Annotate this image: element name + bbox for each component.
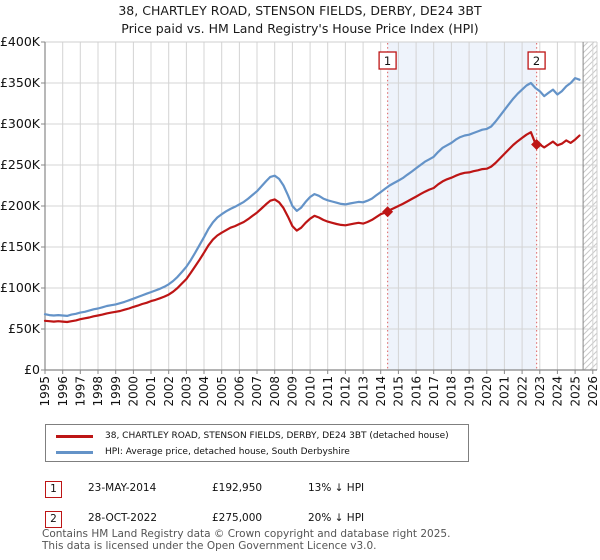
chart-legend: 38, CHARTLEY ROAD, STENSON FIELDS, DERBY… xyxy=(45,424,469,462)
x-tick-label: 1999 xyxy=(109,376,123,407)
x-tick-label: 2003 xyxy=(180,376,194,407)
sale-2-marker-diamond xyxy=(531,139,543,150)
x-tick-label: 2006 xyxy=(233,376,247,407)
x-tick-label: 2004 xyxy=(197,376,211,407)
x-tick-label: 2026 xyxy=(586,376,600,407)
x-tick-label: 2020 xyxy=(480,376,494,407)
x-tick-label: 1996 xyxy=(56,376,70,407)
x-tick-label: 2001 xyxy=(144,376,158,407)
x-tick-label: 2014 xyxy=(374,376,388,407)
y-tick-label: £0 xyxy=(24,362,40,377)
sale-2-vs-hpi: 20% ↓ HPI xyxy=(308,511,365,524)
x-tick-label: 2018 xyxy=(445,376,459,407)
x-tick-label: 2017 xyxy=(427,376,441,407)
x-tick-label: 2005 xyxy=(215,376,229,407)
x-tick-label: 2012 xyxy=(339,376,353,407)
x-tick-label: 1997 xyxy=(74,376,88,407)
chart-subtitle: Price paid vs. HM Land Registry's House … xyxy=(121,21,479,36)
x-tick-label: 2022 xyxy=(515,376,529,407)
sale-1-flag-box xyxy=(378,51,397,70)
legend-label-property: 38, CHARTLEY ROAD, STENSON FIELDS, DERBY… xyxy=(105,431,449,441)
legend-item-hpi: HPI: Average price, detached house, Sout… xyxy=(46,444,468,460)
sale-2-date: 28-OCT-2022 xyxy=(88,511,157,524)
license-footer: Contains HM Land Registry data © Crown c… xyxy=(42,528,451,552)
hpi-average-line xyxy=(43,76,581,317)
legend-label-hpi: HPI: Average price, detached house, Sout… xyxy=(105,447,350,457)
sale-row-1: 1 23-MAY-2014 £192,950 13% ↓ HPI xyxy=(45,477,565,498)
y-tick-label: £350K xyxy=(0,75,41,90)
property-price-line xyxy=(43,131,581,324)
x-tick-label: 2007 xyxy=(250,376,264,407)
sale-1-date: 23-MAY-2014 xyxy=(88,481,157,494)
x-tick-label: 2013 xyxy=(356,376,370,407)
sale-1-number-box: 1 xyxy=(45,481,62,498)
x-tick-label: 2011 xyxy=(321,376,335,407)
footer-line-1: Contains HM Land Registry data © Crown c… xyxy=(42,528,451,540)
x-tick-label: 1998 xyxy=(91,376,105,407)
y-tick-label: £100K xyxy=(0,280,41,295)
x-tick-label: 2010 xyxy=(303,376,317,407)
x-tick-label: 2019 xyxy=(462,376,476,407)
sale-1-vs-hpi: 13% ↓ HPI xyxy=(308,481,365,494)
x-tick-label: 2015 xyxy=(392,376,406,407)
sale-2-flag-box xyxy=(527,51,546,70)
sale-1-price: £192,950 xyxy=(212,481,263,494)
x-tick-label: 2025 xyxy=(568,376,582,407)
sale-1-flag-number: 1 xyxy=(384,54,391,68)
y-tick-label: £300K xyxy=(0,116,41,131)
chart-title: 38, CHARTLEY ROAD, STENSON FIELDS, DERBY… xyxy=(118,3,482,18)
x-tick-label: 2024 xyxy=(551,376,565,407)
x-tick-label: 2002 xyxy=(162,376,176,407)
y-tick-label: £200K xyxy=(0,198,41,213)
sale-row-2: 2 28-OCT-2022 £275,000 20% ↓ HPI xyxy=(45,507,565,528)
y-tick-label: £50K xyxy=(8,321,41,336)
x-tick-label: 2021 xyxy=(498,376,512,407)
x-tick-label: 2009 xyxy=(286,376,300,407)
y-tick-label: £150K xyxy=(0,239,41,254)
x-tick-label: 2016 xyxy=(409,376,423,407)
legend-item-property: 38, CHARTLEY ROAD, STENSON FIELDS, DERBY… xyxy=(46,428,468,444)
hpi-line-swatch xyxy=(56,450,93,454)
sale-2-flag-number: 2 xyxy=(533,54,540,68)
x-tick-label: 2000 xyxy=(127,376,141,407)
x-tick-label: 1995 xyxy=(38,376,52,407)
x-tick-label: 2008 xyxy=(268,376,282,407)
sale-2-price: £275,000 xyxy=(212,511,263,524)
footer-line-2: This data is licensed under the Open Gov… xyxy=(42,539,377,552)
y-tick-label: £400K xyxy=(0,34,41,49)
x-tick-label: 2023 xyxy=(533,376,547,407)
y-tick-label: £250K xyxy=(0,157,41,172)
sale-1-marker-diamond xyxy=(382,206,394,218)
sale-2-number-box: 2 xyxy=(45,511,62,528)
property-line-swatch xyxy=(56,434,93,438)
